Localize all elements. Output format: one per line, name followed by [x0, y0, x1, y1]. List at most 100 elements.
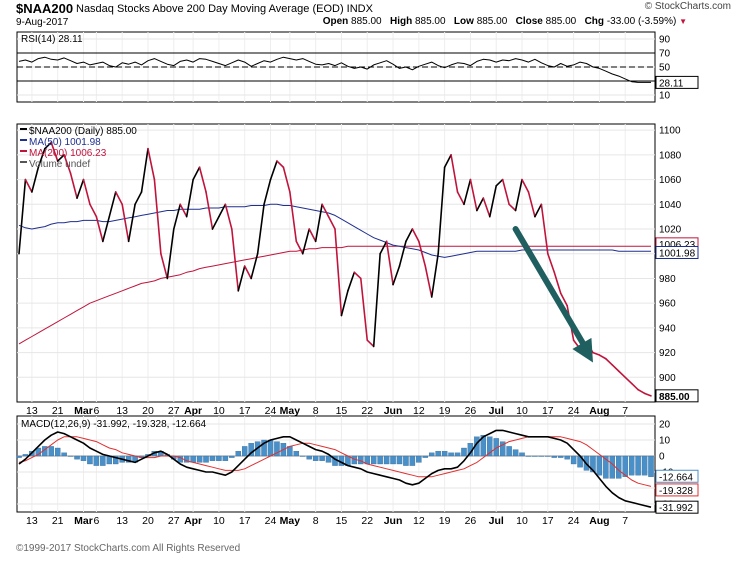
close-segment	[289, 191, 298, 243]
close-segment	[172, 203, 182, 230]
price-x-tick-label: Mar	[74, 405, 93, 417]
close-segment	[540, 203, 549, 255]
close-last-value: 885.00	[659, 392, 690, 403]
rsi-y-tick-label: 10	[659, 91, 671, 102]
price-legend-entry: MA(50) 1001.98	[29, 137, 101, 148]
price-x-tick-label: 13	[26, 405, 38, 417]
macd-x-tick-label: 8	[313, 515, 319, 527]
close-segment	[385, 240, 394, 286]
close-segment	[508, 203, 517, 212]
full-name: Nasdaq Stocks Above 200 Day Moving Avera…	[76, 3, 344, 15]
histogram-bar	[267, 439, 274, 457]
rsi-last-value: 28.11	[659, 78, 684, 89]
price-x-tick-label: 26	[465, 405, 477, 417]
price-x-tick-label: 10	[516, 405, 528, 417]
rsi-legend: RSI(14) 28.11	[21, 34, 83, 45]
close-segment	[501, 178, 510, 206]
price-y-tick-label: 1060	[659, 175, 682, 186]
price-x-tick-label: May	[280, 405, 301, 417]
rsi-line	[18, 56, 651, 83]
close-segment	[231, 228, 240, 292]
close-segment	[308, 228, 317, 243]
close-segment	[334, 228, 343, 317]
close-segment	[166, 228, 175, 280]
macd-last-value: -31.992	[659, 503, 693, 514]
ma50-last-value: 1001.98	[659, 248, 696, 259]
close-segment	[134, 191, 143, 206]
macd-x-tick-label: 20	[142, 515, 154, 527]
macd-x-tick-label: 12	[413, 515, 425, 527]
price-legend-entry: $NAA200 (Daily) 885.00	[29, 126, 137, 137]
close-segment	[295, 240, 304, 255]
close-segment	[450, 154, 459, 193]
chg-label: Chg	[584, 16, 605, 27]
stockcharts-logo[interactable]: © StockCharts.com	[644, 1, 731, 12]
histogram-bar	[325, 455, 332, 463]
macd-x-tick-label: 22	[361, 515, 373, 527]
histogram-bar	[80, 455, 87, 461]
histogram-bar	[61, 452, 67, 457]
close-segment	[456, 191, 465, 206]
histogram-bar	[409, 455, 416, 466]
histogram-bar	[499, 441, 506, 457]
close-segment	[437, 166, 446, 255]
close-segment	[366, 339, 375, 348]
histogram-bar	[67, 455, 74, 457]
macd-x-tick-label: Apr	[184, 515, 202, 527]
price-x-tick-label: 7	[622, 405, 628, 417]
price-legend-entry: MA(200) 1006.23	[29, 148, 107, 159]
price-x-tick-label: Jun	[384, 405, 403, 417]
price-x-tick-label: Aug	[589, 405, 609, 417]
price-x-tick-label: 24	[568, 405, 580, 417]
histogram-bar	[519, 452, 525, 457]
close-segment	[179, 203, 188, 218]
legend-swatch	[20, 150, 27, 152]
close-segment	[605, 357, 614, 366]
histogram-last-value: -12.664	[659, 472, 693, 483]
macd-x-tick-label: 24	[568, 515, 580, 527]
histogram-bar	[525, 455, 532, 457]
close-segment	[553, 271, 562, 295]
close-segment	[527, 191, 536, 218]
close-segment	[95, 215, 104, 243]
close-segment	[153, 178, 162, 255]
histogram-bar	[222, 455, 229, 461]
close-segment	[24, 178, 33, 193]
macd-histogram	[16, 435, 654, 479]
close-segment	[263, 178, 272, 206]
close-segment	[218, 203, 227, 218]
histogram-bar	[16, 455, 22, 458]
macd-legend: MACD(12,26,9) -31.992, -19.328, -12.664	[21, 419, 207, 430]
histogram-bar	[383, 455, 390, 465]
histogram-bar	[93, 455, 100, 466]
close-segment	[559, 292, 568, 307]
close-segment	[592, 351, 601, 356]
macd-x-tick-label: Jul	[489, 515, 504, 527]
price-x-tick-label: 13	[116, 405, 128, 417]
rsi-last-value-box: 28.11	[655, 75, 699, 89]
macd-y-tick-label: 0	[659, 452, 665, 463]
macd-line	[18, 429, 652, 508]
close-segment	[598, 354, 607, 360]
macd-x-tick-label: Jun	[384, 515, 403, 527]
histogram-bar	[54, 447, 61, 457]
close-segment	[418, 240, 427, 267]
chart-date: 9-Aug-2017	[16, 17, 69, 28]
histogram-bar	[235, 451, 241, 457]
histogram-bar	[429, 452, 435, 457]
low-label: Low	[453, 16, 474, 27]
histogram-bar	[628, 455, 635, 476]
close-segment	[514, 178, 523, 212]
close-segment	[424, 265, 433, 298]
price-x-tick-label: 8	[313, 405, 319, 417]
macd-x-tick-label: 19	[439, 515, 451, 527]
histogram-bar	[300, 455, 306, 457]
histogram-bar	[125, 455, 132, 463]
histogram-bar	[261, 439, 267, 457]
high-value: 885.00	[414, 16, 446, 27]
close-segment	[224, 203, 233, 230]
histogram-last-value-box: -12.664	[655, 469, 699, 483]
close-segment	[160, 252, 169, 280]
close-segment	[50, 141, 59, 162]
histogram-bar	[241, 446, 248, 457]
